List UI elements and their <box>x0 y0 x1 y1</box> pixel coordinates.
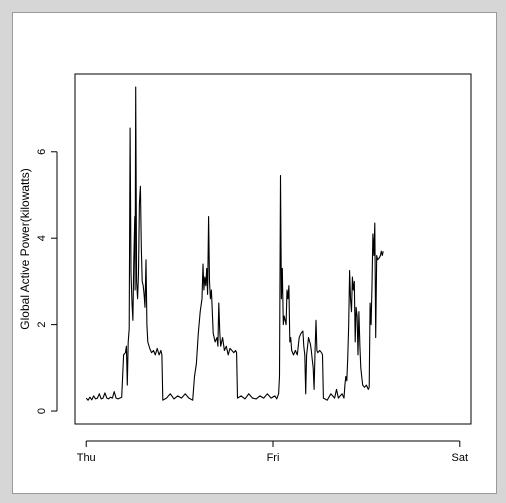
y-axis: 0 2 4 6 <box>36 149 58 414</box>
x-tick-label-sat: Sat <box>452 452 469 464</box>
y-tick-label: 0 <box>36 408 48 414</box>
x-tick-label-thu: Thu <box>77 452 96 464</box>
x-axis: Thu Fri Sat <box>77 440 469 464</box>
y-tick-label: 6 <box>36 149 48 155</box>
series-line-global-active-power <box>85 86 384 401</box>
plot-canvas: 0 2 4 6 Thu Fri Sat Global Active Power(kilow… <box>12 12 497 494</box>
x-tick-label-fri: Fri <box>267 452 280 464</box>
y-tick-label: 2 <box>36 322 48 328</box>
y-tick-label: 4 <box>36 235 48 241</box>
line-chart: 0 2 4 6 Thu Fri Sat Global Active Power(kilow… <box>18 73 472 464</box>
plot-area-box <box>74 73 472 425</box>
y-axis-title: Global Active Power(kilowatts) <box>18 168 32 329</box>
